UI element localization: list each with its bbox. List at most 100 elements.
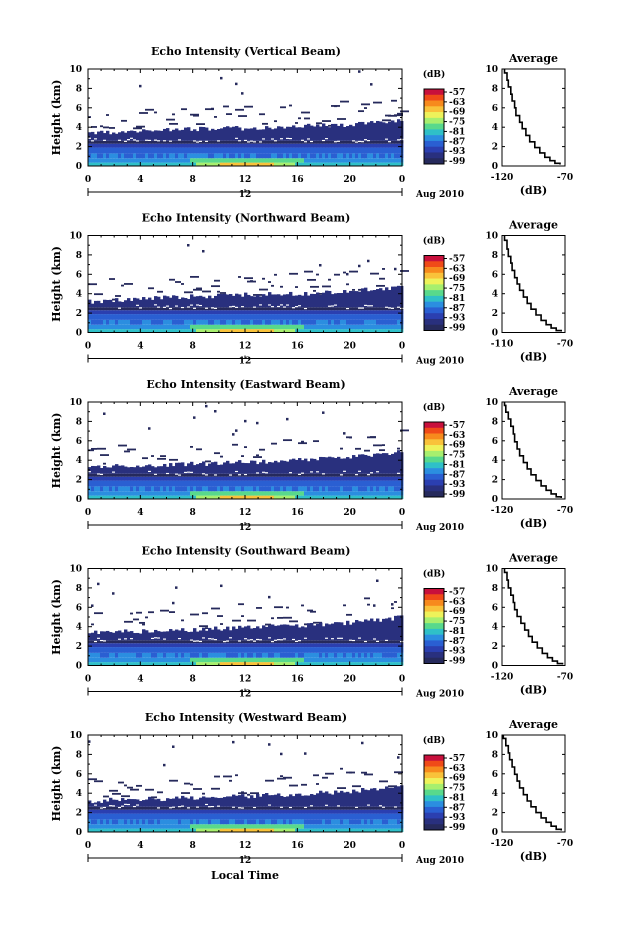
heatmap-cell xyxy=(388,662,392,666)
heatmap-cell xyxy=(292,153,296,159)
heatmap-cell xyxy=(241,296,245,308)
heatmap-cell xyxy=(163,657,167,663)
heatmap-cell xyxy=(253,324,257,330)
heatmap-cell xyxy=(142,647,146,653)
colorbar-segment xyxy=(424,468,444,475)
heatmap-cell xyxy=(346,643,350,648)
heatmap-cell xyxy=(115,143,119,148)
heatmap-cell xyxy=(304,124,308,141)
heatmap-gap xyxy=(370,472,374,474)
heatmap-cell xyxy=(247,657,251,663)
heatmap-gap xyxy=(124,140,128,142)
heatmap-cell xyxy=(187,662,191,666)
heatmap-cell xyxy=(304,143,308,148)
heatmap-gap xyxy=(277,305,281,308)
heatmap-sparse xyxy=(223,775,232,778)
heatmap-cell xyxy=(328,640,332,644)
heatmap-cell xyxy=(370,473,374,477)
heatmap-cell xyxy=(376,643,380,648)
heatmap-cell xyxy=(115,476,119,481)
heatmap-cell xyxy=(115,662,119,666)
heatmap-cell xyxy=(307,486,311,492)
heatmap-cell xyxy=(346,813,350,820)
heatmap-cell xyxy=(274,657,278,663)
heatmap-sparse xyxy=(151,796,157,799)
heatmap-cell xyxy=(109,310,113,315)
heatmap-cell xyxy=(97,329,101,333)
heatmap-sparse xyxy=(100,454,109,456)
heatmap-cell xyxy=(307,147,311,154)
heatmap-cell xyxy=(244,147,248,154)
heatmap-cell xyxy=(394,495,398,499)
heatmap-cell xyxy=(328,793,332,807)
heatmap-cell xyxy=(292,140,296,144)
heatmap-cell xyxy=(202,140,206,144)
heatmap-cell xyxy=(286,158,290,163)
heatmap-cell xyxy=(151,813,155,820)
heatmap-cell xyxy=(325,457,329,474)
heatmap-cell xyxy=(154,296,158,308)
heatmap-cell xyxy=(97,300,101,308)
heatmap-cell xyxy=(106,819,110,825)
heatmap-cell xyxy=(274,647,278,653)
heatmap-cell xyxy=(304,476,308,481)
heatmap-cell xyxy=(331,662,335,666)
heatmap-cell xyxy=(109,467,113,474)
heatmap-cell xyxy=(109,134,113,141)
heatmap-cell xyxy=(121,813,125,820)
heatmap-cell xyxy=(199,657,203,663)
heatmap-sparse xyxy=(214,775,220,778)
heatmap-cell xyxy=(277,819,281,825)
average-frame xyxy=(501,734,566,833)
y-tick-label: 0 xyxy=(76,828,82,838)
heatmap-cell xyxy=(397,662,401,666)
heatmap-cell xyxy=(124,480,128,487)
heatmap-cell xyxy=(163,486,167,492)
heatmap-cell xyxy=(118,806,122,810)
heatmap-cell xyxy=(181,319,185,325)
heatmap-cell xyxy=(145,310,149,315)
heatmap-cell xyxy=(253,662,257,666)
heatmap-cell xyxy=(205,643,209,648)
heatmap-gap xyxy=(100,639,104,642)
heatmap-cell xyxy=(241,153,245,159)
heatmap-cell xyxy=(256,647,260,653)
heatmap-cell xyxy=(127,824,131,829)
heatmap-cell xyxy=(196,631,200,641)
heatmap-cell xyxy=(319,813,323,820)
panel-3: Echo Intensity (Eastward Beam)0246810Hei… xyxy=(50,378,573,533)
heatmap-cell xyxy=(268,292,272,308)
heatmap-sparse xyxy=(247,793,250,796)
heatmap-cell xyxy=(232,476,236,481)
heatmap-cell xyxy=(115,314,119,320)
heatmap-cell xyxy=(322,310,326,315)
heatmap-cell xyxy=(235,795,239,807)
heatmap-cell xyxy=(208,140,212,144)
heatmap-cell xyxy=(343,792,347,807)
heatmap-cell xyxy=(397,153,401,159)
heatmap-sparse xyxy=(199,625,208,628)
heatmap-cell xyxy=(307,819,311,825)
heatmap-cell xyxy=(259,662,263,666)
heatmap-cell xyxy=(358,143,362,148)
heatmap-cell xyxy=(337,640,341,644)
heatmap-cell xyxy=(124,806,128,810)
heatmap-cell xyxy=(256,657,260,663)
heatmap-cell xyxy=(385,473,389,477)
heatmap-cell xyxy=(298,627,302,641)
heatmap-cell xyxy=(163,800,167,807)
heatmap-cell xyxy=(127,147,131,154)
heatmap-cell xyxy=(250,473,254,477)
heatmap-sparse xyxy=(262,277,265,280)
heatmap-cell xyxy=(145,486,149,492)
heatmap-cell xyxy=(310,824,314,829)
average-x-label: (dB) xyxy=(520,517,547,530)
heatmap-cell xyxy=(220,307,224,311)
heatmap-cell xyxy=(103,473,107,477)
heatmap-cell xyxy=(241,307,245,311)
heatmap-sparse xyxy=(124,450,130,453)
heatmap-cell xyxy=(319,307,323,311)
heatmap-cell xyxy=(277,643,281,648)
heatmap-cell xyxy=(238,495,242,499)
heatmap-cell xyxy=(187,473,191,477)
